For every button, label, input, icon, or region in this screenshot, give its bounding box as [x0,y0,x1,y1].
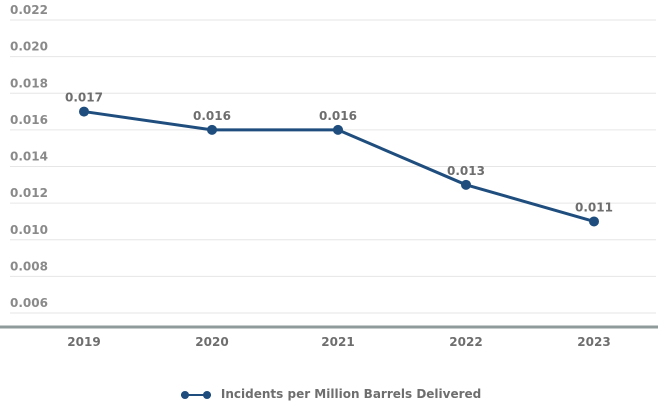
y-axis-ticks: 0.006 0.008 0.010 0.012 0.014 0.016 0.018 0.020… [10,3,48,310]
x-tick-label: 2023 [577,335,610,349]
data-point [589,216,599,227]
legend: Incidents per Million Barrels Delivered [0,387,662,401]
x-tick-label: 2022 [449,335,482,349]
data-label: 0.016 [193,109,231,123]
x-axis-ticks: 2019 2020 2021 2022 2023 [67,335,610,349]
data-label: 0.011 [575,200,613,214]
y-tick-label: 0.010 [10,223,48,237]
grid-lines [10,19,656,314]
y-tick-label: 0.020 [10,40,48,54]
data-label: 0.013 [447,164,485,178]
x-tick-label: 2021 [321,335,354,349]
y-tick-label: 0.012 [10,186,48,200]
data-label: 0.017 [65,91,103,105]
x-tick-label: 2019 [67,335,100,349]
data-point [79,106,89,117]
y-tick-label: 0.016 [10,113,48,127]
series-incidents: 0.017 0.016 0.016 0.013 0.011 [65,91,613,227]
legend-label: Incidents per Million Barrels Delivered [220,387,482,401]
y-tick-label: 0.018 [10,76,48,90]
data-label: 0.016 [319,109,357,123]
y-tick-label: 0.006 [10,296,48,310]
data-point [461,179,471,190]
data-point [333,124,343,135]
y-tick-label: 0.022 [10,3,48,17]
data-point [207,124,217,135]
y-tick-label: 0.008 [10,259,48,273]
x-tick-label: 2020 [195,335,228,349]
y-tick-label: 0.014 [10,150,48,164]
legend-swatch [180,389,211,401]
